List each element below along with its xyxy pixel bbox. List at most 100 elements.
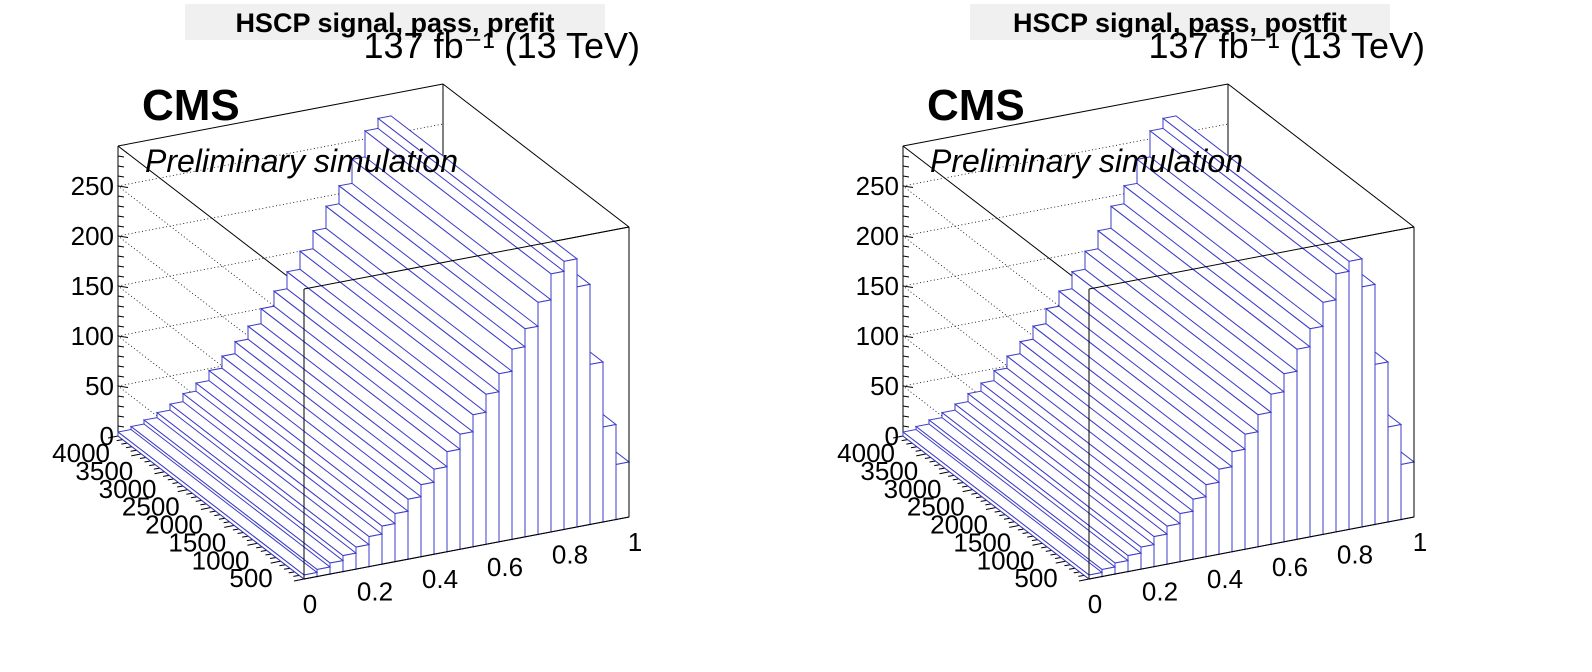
z-tick xyxy=(117,295,125,298)
y-tick xyxy=(186,492,193,495)
y-tick xyxy=(177,489,188,493)
y-tick xyxy=(200,503,207,506)
z-tick xyxy=(117,215,125,218)
bar-front-face xyxy=(407,496,422,560)
y-tick xyxy=(279,564,286,567)
y-tick xyxy=(975,496,983,499)
y-tick xyxy=(190,496,198,499)
z-tick-label: 50 xyxy=(85,371,114,401)
x-axis-line-front xyxy=(303,516,630,580)
bar-front-face xyxy=(1244,431,1259,550)
y-tick xyxy=(934,464,941,467)
y-tick xyxy=(910,446,918,449)
z-tick xyxy=(117,405,125,408)
z-tick xyxy=(902,295,910,298)
y-tick-label: 500 xyxy=(1014,563,1057,593)
y-tick xyxy=(957,481,964,484)
y-tick-label: 1500 xyxy=(953,527,1011,557)
z-tick xyxy=(117,255,125,258)
y-tick xyxy=(1073,571,1080,574)
y-tick xyxy=(915,449,922,452)
z-tick xyxy=(902,405,910,408)
box-edge-front xyxy=(303,226,630,290)
z-tick-label: 200 xyxy=(856,221,899,251)
x-tick-label: 1 xyxy=(1413,527,1427,557)
z-tick xyxy=(117,305,125,308)
z-tick xyxy=(902,185,914,188)
y-tick xyxy=(265,553,272,556)
bar-front-face xyxy=(1400,461,1415,521)
bar-front-face xyxy=(1257,411,1272,548)
bar-front-face xyxy=(524,325,539,538)
y-tick xyxy=(962,489,973,493)
y-tick xyxy=(200,507,212,510)
z-tick-label: 0 xyxy=(885,421,899,451)
y-tick xyxy=(256,546,263,549)
z-tick xyxy=(902,325,910,328)
z-tick-label: 100 xyxy=(71,321,114,351)
bar-front-face xyxy=(615,461,630,521)
bar-front-face xyxy=(368,533,383,568)
y-tick xyxy=(283,567,291,570)
bar-front-face xyxy=(381,522,396,565)
y-tick-label: 3000 xyxy=(884,474,942,504)
y-tick xyxy=(1078,574,1085,577)
z-tick xyxy=(902,235,914,238)
y-tick xyxy=(985,507,997,510)
x-tick-label: 0.4 xyxy=(1207,564,1243,594)
z-tick xyxy=(117,385,129,388)
y-tick-label: 3000 xyxy=(99,474,157,504)
z-tick xyxy=(902,165,910,168)
z-tick xyxy=(902,215,910,218)
y-tick-label: 1500 xyxy=(168,527,226,557)
bar-front-face xyxy=(1296,346,1311,540)
y-tick xyxy=(1031,539,1038,542)
z-tick-label: 200 xyxy=(71,221,114,251)
z-tick xyxy=(117,425,125,428)
x-tick-label: 0.2 xyxy=(1142,577,1178,607)
z-tick xyxy=(117,375,125,378)
box-edge-front xyxy=(1088,226,1415,290)
y-tick xyxy=(223,521,230,524)
z-tick-label: 150 xyxy=(71,271,114,301)
y-tick xyxy=(260,549,267,552)
z-tick xyxy=(902,285,914,288)
z-tick xyxy=(902,425,910,428)
y-tick xyxy=(1008,521,1015,524)
z-tick-label: 50 xyxy=(870,371,899,401)
y-tick xyxy=(242,535,249,538)
z-tick xyxy=(117,415,125,418)
y-tick xyxy=(237,532,244,535)
z-tick xyxy=(117,245,125,248)
lumi-label: 137 fb⁻¹ (13 TeV) xyxy=(1149,25,1426,66)
y-tick xyxy=(224,524,235,528)
bar-front-face xyxy=(589,361,604,526)
z-tick xyxy=(117,315,125,318)
y-tick xyxy=(154,471,165,475)
bar-front-face xyxy=(1179,510,1194,563)
z-tick xyxy=(902,255,910,258)
z-tick xyxy=(117,205,125,208)
y-tick xyxy=(107,435,119,439)
x-tick-label: 0.8 xyxy=(1337,539,1373,569)
bar-front-face xyxy=(576,283,591,528)
y-tick xyxy=(1022,532,1029,535)
bar-front-face xyxy=(1140,543,1155,570)
z-tick xyxy=(117,335,129,338)
y-tick-label: 1000 xyxy=(977,545,1035,575)
panel-title: HSCP signal, pass, postfit xyxy=(1013,8,1347,38)
bar-front-face xyxy=(1205,481,1220,558)
bar-front-face xyxy=(446,448,461,553)
y-tick xyxy=(980,499,987,502)
y-tick xyxy=(1078,578,1090,582)
z-tick-label: 150 xyxy=(856,271,899,301)
bar-front-face xyxy=(420,481,435,558)
extra-label: Preliminary simulation xyxy=(145,143,458,179)
x-tick-label: 0.6 xyxy=(1272,552,1308,582)
z-tick xyxy=(902,205,910,208)
box-edge xyxy=(902,83,1229,147)
x-tick-label: 0.8 xyxy=(552,539,588,569)
bar-front-face xyxy=(563,258,578,531)
bar-front-face xyxy=(1348,258,1363,531)
